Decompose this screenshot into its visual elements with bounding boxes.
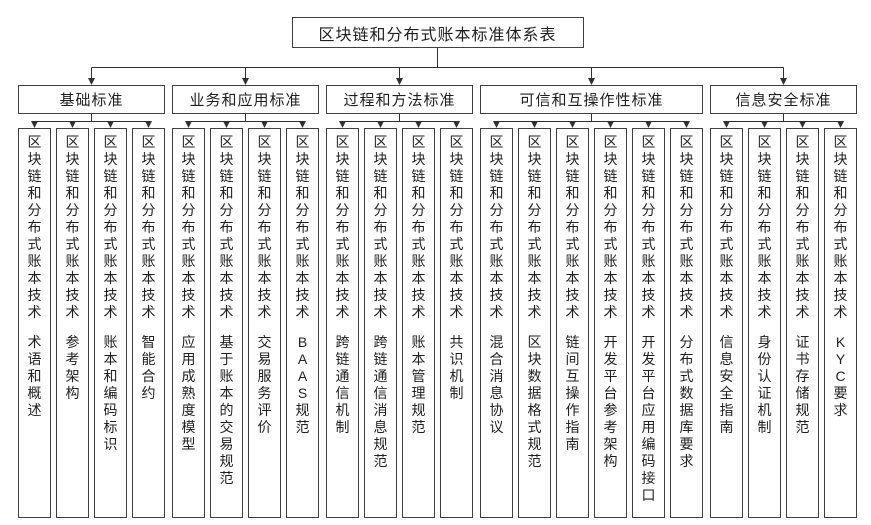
standard-item: 区块链和分布式账本技术 分布式数据库要求 — [670, 128, 703, 518]
standard-item-common-label: 区块链和分布式账本技术 — [527, 134, 542, 320]
category-label-trust-interoperability: 可信和互操作性标准 — [480, 85, 703, 114]
standard-item-common-label: 区块链和分布式账本技术 — [27, 134, 42, 320]
standard-item-common-label: 区块链和分布式账本技术 — [219, 134, 234, 320]
category-label-information-security: 信息安全标准 — [710, 85, 857, 114]
standard-item-common-label: 区块链和分布式账本技术 — [411, 134, 426, 320]
standard-item: 区块链和分布式账本技术 参考架构 — [56, 128, 89, 518]
standard-item-common-label: 区块链和分布式账本技术 — [565, 134, 580, 320]
standard-item: 区块链和分布式账本技术 共识机制 — [440, 128, 473, 518]
category-label-process-method: 过程和方法标准 — [326, 85, 473, 114]
group-business-application-standards: 业务和应用标准 区块链和分布式账本技术 应用成熟度模型 区块链和分布式账本技术 … — [172, 85, 319, 518]
standard-item-label: 参考架构 — [65, 334, 80, 401]
standard-item-label: BAAS规范 — [295, 334, 310, 435]
group-process-method-standards: 过程和方法标准 区块链和分布式账本技术 跨链通信机制 区块链和分布式账本技术 跨… — [326, 85, 473, 518]
standard-item-label: 区块数据格式规范 — [527, 334, 542, 469]
standard-item: 区块链和分布式账本技术 KYC要求 — [824, 128, 857, 518]
standard-item-common-label: 区块链和分布式账本技术 — [141, 134, 156, 320]
standard-item: 区块链和分布式账本技术 跨链通信机制 — [326, 128, 359, 518]
standard-item-common-label: 区块链和分布式账本技术 — [335, 134, 350, 320]
standard-item-common-label: 区块链和分布式账本技术 — [489, 134, 504, 320]
group-basic-standards: 基础标准 区块链和分布式账本技术 术语和概述 区块链和分布式账本技术 参考架构 … — [18, 85, 165, 518]
standard-item-label: 交易服务评价 — [257, 334, 272, 435]
standard-item: 区块链和分布式账本技术 开发平台应用编码接口 — [632, 128, 665, 518]
standard-item-label: 开发平台应用编码接口 — [641, 334, 656, 503]
standard-item-common-label: 区块链和分布式账本技术 — [181, 134, 196, 320]
standard-item: 区块链和分布式账本技术 区块数据格式规范 — [518, 128, 551, 518]
standard-item-common-label: 区块链和分布式账本技术 — [719, 134, 734, 320]
standard-item: 区块链和分布式账本技术 开发平台参考架构 — [594, 128, 627, 518]
standard-item-label: 混合消息协议 — [489, 334, 504, 435]
children-row: 区块链和分布式账本技术 跨链通信机制 区块链和分布式账本技术 跨链通信消息规范 … — [326, 128, 473, 518]
standard-item-common-label: 区块链和分布式账本技术 — [833, 134, 848, 320]
standard-item-common-label: 区块链和分布式账本技术 — [757, 134, 772, 320]
standard-item-label: 分布式数据库要求 — [679, 334, 694, 469]
standard-item: 区块链和分布式账本技术 信息安全指南 — [710, 128, 743, 518]
category-label-business-application: 业务和应用标准 — [172, 85, 319, 114]
children-row: 区块链和分布式账本技术 信息安全指南 区块链和分布式账本技术 身份认证机制 区块… — [710, 128, 857, 518]
standard-item: 区块链和分布式账本技术 BAAS规范 — [286, 128, 319, 518]
diagram-title: 区块链和分布式账本标准体系表 — [291, 17, 584, 48]
standard-item-label: 智能合约 — [141, 334, 156, 401]
standard-item-label: 身份认证机制 — [757, 334, 772, 435]
standard-item: 区块链和分布式账本技术 身份认证机制 — [748, 128, 781, 518]
standard-item-common-label: 区块链和分布式账本技术 — [641, 134, 656, 320]
standard-item-label: 跨链通信消息规范 — [373, 334, 388, 469]
standard-item: 区块链和分布式账本技术 账本和编码标识 — [94, 128, 127, 518]
standard-item-common-label: 区块链和分布式账本技术 — [679, 134, 694, 320]
title-row: 区块链和分布式账本标准体系表 — [18, 17, 857, 48]
standard-item-common-label: 区块链和分布式账本技术 — [373, 134, 388, 320]
standard-item-label: 术语和概述 — [27, 334, 42, 418]
standard-item: 区块链和分布式账本技术 混合消息协议 — [480, 128, 513, 518]
standard-item-common-label: 区块链和分布式账本技术 — [103, 134, 118, 320]
standard-item-label: 信息安全指南 — [719, 334, 734, 435]
standard-item-common-label: 区块链和分布式账本技术 — [795, 134, 810, 320]
category-row: 基础标准 区块链和分布式账本技术 术语和概述 区块链和分布式账本技术 参考架构 … — [18, 85, 857, 518]
children-row: 区块链和分布式账本技术 术语和概述 区块链和分布式账本技术 参考架构 区块链和分… — [18, 128, 165, 518]
standard-item-label: 跨链通信机制 — [335, 334, 350, 435]
standard-item-label: 共识机制 — [449, 334, 464, 401]
standard-item-label: 证书存储规范 — [795, 334, 810, 435]
standard-item: 区块链和分布式账本技术 基于账本的交易规范 — [210, 128, 243, 518]
standards-hierarchy-diagram: 区块链和分布式账本标准体系表 基础标准 区块链和分布式账本技术 术语和概述 区块… — [18, 0, 857, 518]
standard-item-common-label: 区块链和分布式账本技术 — [65, 134, 80, 320]
standard-item: 区块链和分布式账本技术 术语和概述 — [18, 128, 51, 518]
standard-item: 区块链和分布式账本技术 证书存储规范 — [786, 128, 819, 518]
standard-item-common-label: 区块链和分布式账本技术 — [295, 134, 310, 320]
standard-item-common-label: 区块链和分布式账本技术 — [603, 134, 618, 320]
category-label-basic: 基础标准 — [18, 85, 165, 114]
standard-item-label: 账本和编码标识 — [103, 334, 118, 452]
standard-item-common-label: 区块链和分布式账本技术 — [257, 134, 272, 320]
standard-item: 区块链和分布式账本技术 跨链通信消息规范 — [364, 128, 397, 518]
standard-item: 区块链和分布式账本技术 账本管理规范 — [402, 128, 435, 518]
standard-item-label: 链间互操作指南 — [565, 334, 580, 452]
group-trust-interoperability-standards: 可信和互操作性标准 区块链和分布式账本技术 混合消息协议 区块链和分布式账本技术… — [480, 85, 703, 518]
children-row: 区块链和分布式账本技术 混合消息协议 区块链和分布式账本技术 区块数据格式规范 … — [480, 128, 703, 518]
standard-item: 区块链和分布式账本技术 交易服务评价 — [248, 128, 281, 518]
standard-item-label: 基于账本的交易规范 — [219, 334, 234, 486]
standard-item-label: 应用成熟度模型 — [181, 334, 196, 452]
standard-item: 区块链和分布式账本技术 应用成熟度模型 — [172, 128, 205, 518]
standard-item: 区块链和分布式账本技术 链间互操作指南 — [556, 128, 589, 518]
standard-item: 区块链和分布式账本技术 智能合约 — [132, 128, 165, 518]
group-information-security-standards: 信息安全标准 区块链和分布式账本技术 信息安全指南 区块链和分布式账本技术 身份… — [710, 85, 857, 518]
standard-item-common-label: 区块链和分布式账本技术 — [449, 134, 464, 320]
standard-item-label: 账本管理规范 — [411, 334, 426, 435]
standard-item-label: 开发平台参考架构 — [603, 334, 618, 469]
standard-item-label: KYC要求 — [833, 334, 848, 418]
children-row: 区块链和分布式账本技术 应用成熟度模型 区块链和分布式账本技术 基于账本的交易规… — [172, 128, 319, 518]
